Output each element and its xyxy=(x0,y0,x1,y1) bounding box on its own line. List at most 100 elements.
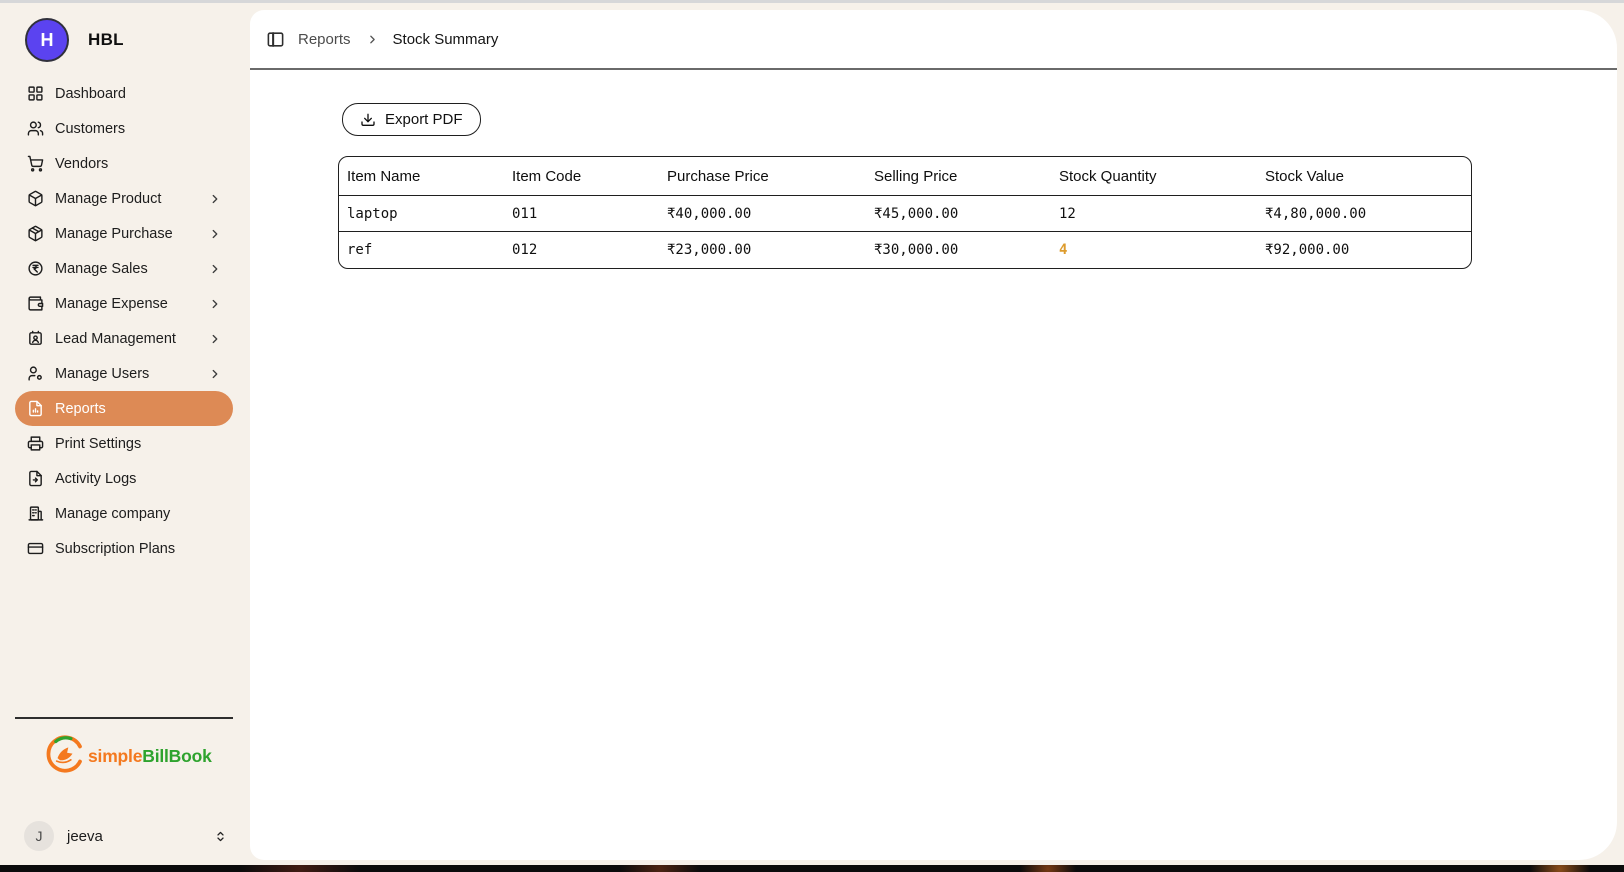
cell-item-code: 012 xyxy=(512,242,538,258)
sidebar-item-manage-purchase[interactable]: Manage Purchase xyxy=(15,216,233,251)
sidebar-item-label: Customers xyxy=(55,120,126,137)
sidebar-item-manage-users[interactable]: Manage Users xyxy=(15,356,233,391)
stock-summary-table: Item Name Item Code Purchase Price Selli… xyxy=(338,156,1472,269)
breadcrumb-bar: Reports Stock Summary xyxy=(250,10,1617,70)
activity-log-icon xyxy=(26,470,44,488)
sidebar-item-label: Manage Purchase xyxy=(55,225,173,242)
user-menu[interactable]: J jeeva xyxy=(24,821,228,851)
company-name: HBL xyxy=(88,30,124,49)
sidebar-item-activity-logs[interactable]: Activity Logs xyxy=(15,461,233,496)
chevron-right-icon xyxy=(208,367,222,381)
sidebar-item-manage-expense[interactable]: Manage Expense xyxy=(15,286,233,321)
printer-icon xyxy=(26,435,44,453)
cart-icon xyxy=(26,155,44,173)
company-initial: H xyxy=(40,29,54,50)
sidebar-nav: Dashboard Customers Vendors Manage Produ… xyxy=(0,68,248,566)
logo-word-billbook: BillBook xyxy=(142,746,212,766)
credit-card-icon xyxy=(26,540,44,558)
table-header-row: Item Name Item Code Purchase Price Selli… xyxy=(339,157,1471,196)
cell-selling-price: ₹45,000.00 xyxy=(866,196,1051,232)
breadcrumb-current-page: Stock Summary xyxy=(392,30,499,48)
sidebar-item-label: Vendors xyxy=(55,155,109,172)
column-header-selling-price: Selling Price xyxy=(866,157,1051,196)
window-top-edge xyxy=(0,0,1624,3)
user-initial: J xyxy=(35,828,43,844)
customers-icon xyxy=(26,120,44,138)
cell-purchase-price: ₹40,000.00 xyxy=(659,196,866,232)
breadcrumb-chevron-icon xyxy=(366,33,379,46)
cell-stock-quantity: 12 xyxy=(1051,196,1257,232)
sidebar-item-label: Dashboard xyxy=(55,85,126,102)
contact-card-icon xyxy=(26,330,44,348)
company-avatar: H xyxy=(25,18,69,62)
column-header-purchase-price: Purchase Price xyxy=(659,157,866,196)
sidebar: H HBL Dashboard Customers Vendors xyxy=(0,3,248,865)
sidebar-footer: simpleBillBook J jeeva xyxy=(0,717,248,865)
simplebillbook-logo-icon xyxy=(45,734,85,779)
cell-item-name: ref xyxy=(347,242,373,258)
sidebar-item-label: Print Settings xyxy=(55,435,142,452)
sidebar-item-label: Manage company xyxy=(55,505,171,522)
sidebar-item-label: Manage Sales xyxy=(55,260,148,277)
chevron-right-icon xyxy=(208,332,222,346)
export-pdf-label: Export PDF xyxy=(385,111,463,128)
chevron-right-icon xyxy=(208,192,222,206)
company-brand[interactable]: H HBL xyxy=(0,3,248,68)
wallet-icon xyxy=(26,295,44,313)
report-file-icon xyxy=(26,400,44,418)
desktop-taskbar-edge xyxy=(0,865,1624,872)
report-content: Export PDF Item Name Item Code Purchase … xyxy=(250,70,1617,269)
column-header-item-name: Item Name xyxy=(339,157,504,196)
user-avatar: J xyxy=(24,821,54,851)
sidebar-item-vendors[interactable]: Vendors xyxy=(15,146,233,181)
table-row: laptop 011 ₹40,000.00 ₹45,000.00 12 ₹4,8… xyxy=(339,196,1471,232)
export-pdf-button[interactable]: Export PDF xyxy=(342,103,481,136)
sidebar-item-reports[interactable]: Reports xyxy=(15,391,233,426)
sidebar-item-label: Manage Product xyxy=(55,190,162,207)
sidebar-item-lead-management[interactable]: Lead Management xyxy=(15,321,233,356)
app-logo-text: simpleBillBook xyxy=(88,746,212,767)
sidebar-item-label: Manage Users xyxy=(55,365,150,382)
user-name: jeeva xyxy=(67,827,103,845)
sidebar-item-label: Subscription Plans xyxy=(55,540,176,557)
sidebar-item-label: Activity Logs xyxy=(55,470,137,487)
cell-item-name: laptop xyxy=(339,196,504,232)
sidebar-item-label: Lead Management xyxy=(55,330,176,347)
breadcrumb-section[interactable]: Reports xyxy=(298,30,351,48)
package-purchase-icon xyxy=(26,225,44,243)
cell-selling-price: ₹30,000.00 xyxy=(874,242,959,258)
chevron-right-icon xyxy=(208,227,222,241)
sidebar-item-subscription-plans[interactable]: Subscription Plans xyxy=(15,531,233,566)
sidebar-item-dashboard[interactable]: Dashboard xyxy=(15,76,233,111)
sidebar-toggle-icon[interactable] xyxy=(266,30,285,49)
sidebar-item-manage-product[interactable]: Manage Product xyxy=(15,181,233,216)
sidebar-item-manage-company[interactable]: Manage company xyxy=(15,496,233,531)
sidebar-item-label: Manage Expense xyxy=(55,295,168,312)
download-icon xyxy=(360,112,376,128)
chevron-right-icon xyxy=(208,297,222,311)
sidebar-item-print-settings[interactable]: Print Settings xyxy=(15,426,233,461)
cell-stock-quantity-low: 4 xyxy=(1059,242,1068,258)
cell-stock-value: ₹92,000.00 xyxy=(1265,242,1350,258)
cell-stock-value: ₹4,80,000.00 xyxy=(1257,196,1471,232)
rupee-coin-icon xyxy=(26,260,44,278)
cell-item-code: 011 xyxy=(504,196,659,232)
cell-purchase-price: ₹23,000.00 xyxy=(667,242,752,258)
user-settings-icon xyxy=(26,365,44,383)
main-content-card: Reports Stock Summary Export PDF Item Na… xyxy=(250,10,1617,860)
table-row: ref 012 ₹23,000.00 ₹30,000.00 4 ₹92,000.… xyxy=(339,232,1471,268)
building-icon xyxy=(26,505,44,523)
sidebar-item-manage-sales[interactable]: Manage Sales xyxy=(15,251,233,286)
chevrons-up-down-icon[interactable] xyxy=(213,829,228,844)
sidebar-item-customers[interactable]: Customers xyxy=(15,111,233,146)
column-header-stock-quantity: Stock Quantity xyxy=(1051,157,1257,196)
chevron-right-icon xyxy=(208,262,222,276)
column-header-stock-value: Stock Value xyxy=(1257,157,1471,196)
column-header-item-code: Item Code xyxy=(504,157,659,196)
dashboard-icon xyxy=(26,85,44,103)
sidebar-divider xyxy=(15,717,233,719)
sidebar-item-label: Reports xyxy=(55,400,106,417)
package-icon xyxy=(26,190,44,208)
logo-word-simple: simple xyxy=(88,746,143,766)
app-logo: simpleBillBook xyxy=(45,734,248,779)
